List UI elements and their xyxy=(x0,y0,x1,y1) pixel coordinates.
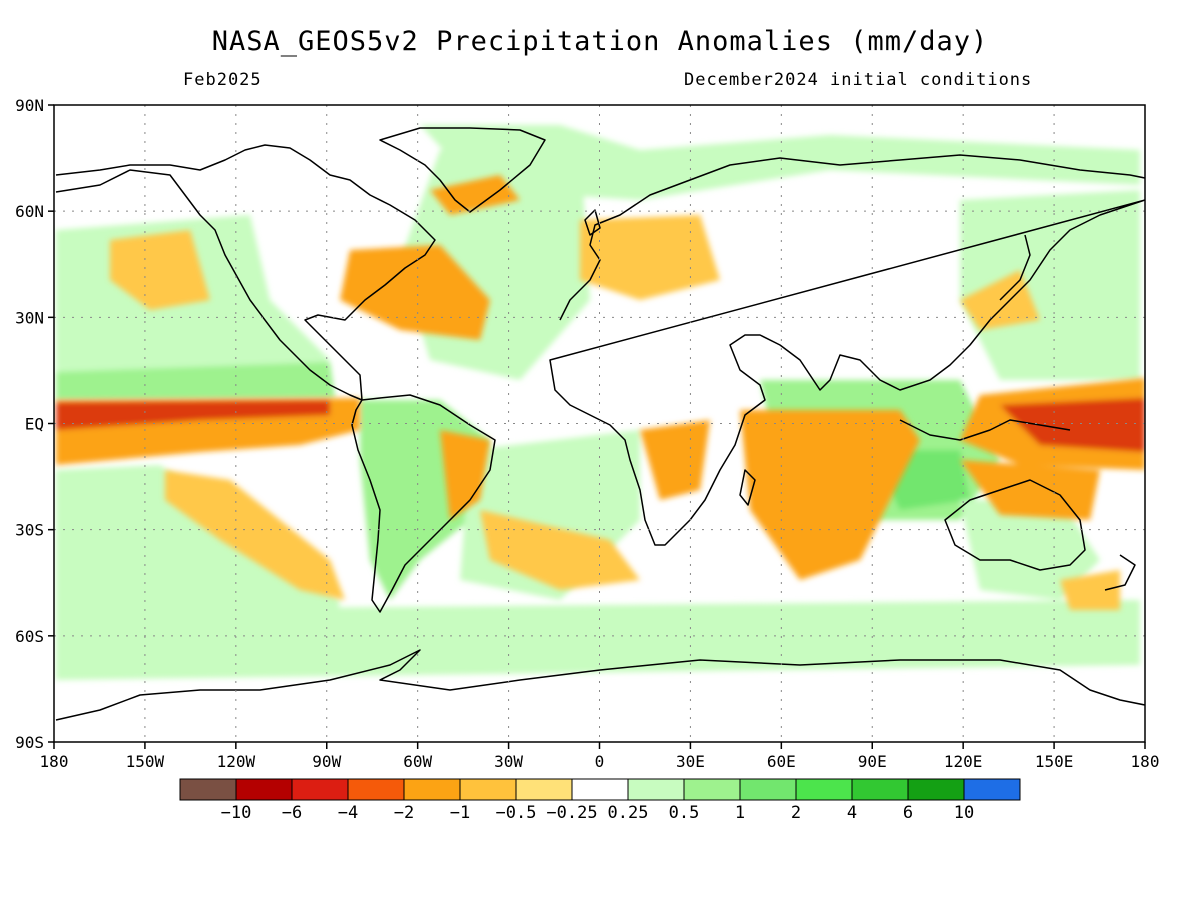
coastline-antarctica xyxy=(55,649,1145,721)
lat-tick-label: 90N xyxy=(15,96,44,115)
valid-month-label: Feb2025 xyxy=(183,70,262,90)
colorbar-label: −4 xyxy=(338,803,358,823)
lon-tick-label: 180 xyxy=(40,752,69,771)
colorbar-labels: −10 −6 −4 −2 −1 −0.5 −0.25 0.25 0.5 1 2 4 6 10 xyxy=(221,803,975,823)
dry-region-west-pacific-core xyxy=(1000,398,1145,452)
initial-conditions-label: December2024 initial conditions xyxy=(684,70,1033,90)
coastline-africa-eurasia xyxy=(549,154,1145,546)
dry-region-africa xyxy=(640,420,710,500)
lon-tick-label: 180 xyxy=(1131,752,1160,771)
colorbar-swatch xyxy=(851,778,909,801)
colorbar-label: −2 xyxy=(394,803,414,823)
colorbar-swatch xyxy=(291,778,349,801)
colorbar-label: 2 xyxy=(791,803,801,823)
colorbar-swatch xyxy=(179,778,237,801)
lon-tick-label: 150E xyxy=(1035,752,1074,771)
dry-region-east-pacific-core xyxy=(56,400,330,430)
coastline-north-america xyxy=(55,144,436,401)
colorbar-swatch xyxy=(627,778,685,801)
coastline-australia xyxy=(944,479,1086,571)
colorbar-label: 6 xyxy=(903,803,913,823)
lat-tick-label: 30S xyxy=(15,521,44,540)
lat-tick-label: EQ xyxy=(25,415,44,434)
lon-tick-label: 30E xyxy=(676,752,705,771)
colorbar-label: −1 xyxy=(450,803,470,823)
coastline-indonesia xyxy=(899,419,1071,441)
map-title: NASA_GEOS5v2 Precipitation Anomalies (mm… xyxy=(211,26,989,57)
colorbar-swatch xyxy=(403,778,461,801)
colorbar-swatch xyxy=(347,778,405,801)
dry-region-europe xyxy=(580,215,720,300)
dry-region-greenland xyxy=(430,175,520,215)
lat-tick-label: 30N xyxy=(15,308,44,327)
lon-tick-label: 90W xyxy=(312,752,341,771)
colorbar-label: −0.5 xyxy=(496,803,537,823)
lon-tick-label: 150W xyxy=(126,752,165,771)
dry-region-south-america xyxy=(440,430,490,520)
grid-lines xyxy=(54,105,1145,742)
dry-region-north-atlantic xyxy=(340,245,490,340)
lon-tick-label: 30W xyxy=(494,752,523,771)
lon-tick-label: 60W xyxy=(403,752,432,771)
colorbar-label: −10 xyxy=(221,803,252,823)
coastline-south-america xyxy=(351,394,496,613)
coastline-japan xyxy=(999,234,1031,301)
dry-region-indian-ocean xyxy=(740,410,920,580)
wet-region-west-pacific xyxy=(960,190,1140,380)
colorbar-label: 10 xyxy=(954,803,974,823)
dry-region-australia-coast xyxy=(960,460,1100,520)
coastline-greenland xyxy=(379,127,546,213)
longitude-axis: 180 150W 120W 90W 60W 30W 0 30E 60E 90E 120E 150E 18… xyxy=(40,742,1160,771)
wet-region-australia xyxy=(960,500,1100,600)
colorbar-label: −0.25 xyxy=(546,803,597,823)
lat-tick-label: 60N xyxy=(15,202,44,221)
lon-tick-label: 90E xyxy=(858,752,887,771)
colorbar-label: 1 xyxy=(735,803,745,823)
colorbar-swatch xyxy=(963,778,1021,801)
colorbar-swatch xyxy=(795,778,853,801)
wet-region-south-pacific xyxy=(56,465,340,650)
dry-region-south-pacific-spcz xyxy=(165,470,345,600)
latitude-axis: 90N 60N 30N EQ 30S 60S 90S xyxy=(15,96,54,752)
colorbar-swatch xyxy=(235,778,293,801)
coastlines xyxy=(55,127,1145,721)
lat-tick-label: 60S xyxy=(15,627,44,646)
colorbar-swatch xyxy=(571,778,629,801)
colorbar-label: 4 xyxy=(847,803,857,823)
dry-region-north-pacific xyxy=(110,230,210,310)
lon-tick-label: 0 xyxy=(595,752,605,771)
lon-tick-label: 120E xyxy=(944,752,983,771)
lat-tick-label: 90S xyxy=(15,733,44,752)
dry-region-south-atlantic xyxy=(480,510,640,590)
colorbar-swatch xyxy=(683,778,741,801)
colorbar-label: 0.25 xyxy=(608,803,649,823)
lon-tick-label: 120W xyxy=(217,752,256,771)
wet-region-itcz-pacific xyxy=(56,362,335,400)
colorbar-swatch xyxy=(907,778,965,801)
map-panel: 90N 60N 30N EQ 30S 60S 90S 180 150W 120W 90W 60W 30… xyxy=(15,96,1159,771)
colorbar-swatch xyxy=(515,778,573,801)
colorbar xyxy=(179,778,1021,801)
coastline-madagascar xyxy=(739,469,756,506)
coastline-new-zealand xyxy=(1104,554,1136,591)
dry-region-tasman xyxy=(1060,570,1120,610)
wet-region-arctic xyxy=(420,125,1140,200)
colorbar-label: 0.5 xyxy=(669,803,700,823)
colorbar-label: −6 xyxy=(282,803,302,823)
anomaly-field xyxy=(55,125,1145,721)
coastline-british-isles xyxy=(584,209,601,236)
lon-tick-label: 60E xyxy=(767,752,796,771)
colorbar-swatch xyxy=(739,778,797,801)
colorbar-swatch xyxy=(459,778,517,801)
